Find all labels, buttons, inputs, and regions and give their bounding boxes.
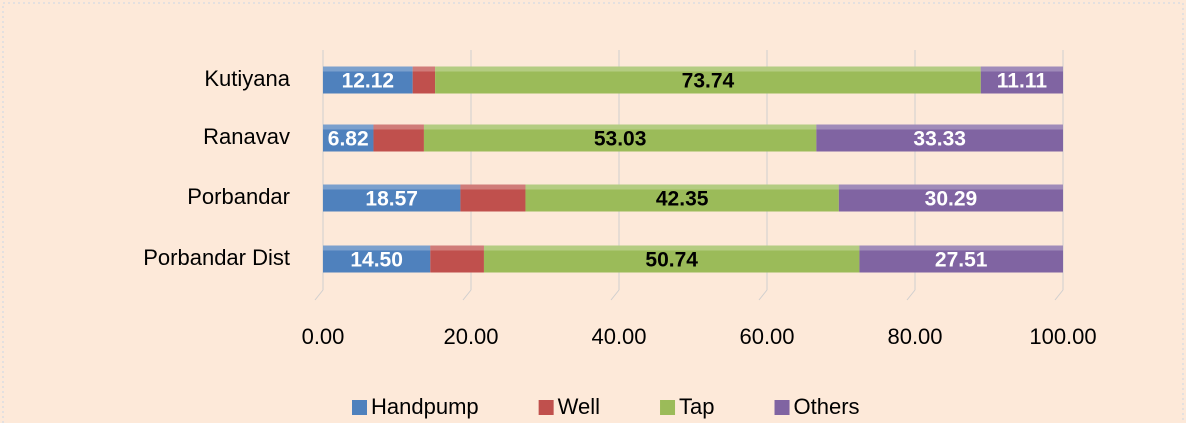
bar-segment	[435, 66, 981, 94]
bar-segment	[323, 184, 461, 212]
x-tick-label: 40.00	[591, 324, 646, 349]
bar-segment	[460, 184, 526, 212]
legend-swatch	[774, 400, 790, 415]
value-label: 73.74	[682, 70, 735, 93]
value-label: 27.51	[935, 249, 988, 272]
bars	[323, 66, 1063, 273]
x-tick-label: 80.00	[887, 324, 942, 349]
bar-shine	[483, 245, 860, 251]
value-label: 11.11	[997, 70, 1048, 93]
bar-shine	[323, 124, 374, 130]
bar-shine	[323, 66, 413, 72]
bar-shine	[816, 124, 1063, 130]
value-label: 6.82	[328, 128, 369, 151]
legend-swatch	[538, 400, 554, 415]
value-label: 18.57	[365, 188, 418, 211]
bar-segment	[412, 66, 436, 94]
x-tick-label: 0.00	[302, 324, 345, 349]
legend-label: Others	[794, 394, 860, 419]
value-label: 33.33	[913, 128, 966, 151]
legend-swatch	[660, 400, 676, 415]
x-tick-label: 20.00	[443, 324, 498, 349]
category-label: Kutiyana	[204, 66, 290, 91]
grid-depth	[314, 289, 324, 301]
value-label: 12.12	[342, 70, 395, 93]
bar-segment	[323, 66, 413, 94]
grid-depth	[610, 289, 620, 301]
value-label: 53.03	[594, 128, 647, 151]
x-tick-label: 100.00	[1029, 324, 1096, 349]
value-label: 30.29	[925, 188, 978, 211]
bar-segment	[430, 245, 484, 273]
value-label: 50.74	[645, 249, 698, 272]
bar-shine	[838, 184, 1063, 190]
legend-label: Tap	[679, 394, 714, 419]
bar-shine	[980, 66, 1063, 72]
bar-segment	[838, 184, 1063, 212]
value-label: 42.35	[656, 188, 709, 211]
legend-label: Well	[558, 394, 600, 419]
x-tick-label: 60.00	[739, 324, 794, 349]
grid-depth	[462, 289, 472, 301]
bar-shine	[323, 184, 461, 190]
bar-segment	[816, 124, 1063, 152]
category-label: Ranavav	[203, 124, 290, 149]
bar-segment	[483, 245, 860, 273]
legend-label: Handpump	[371, 394, 479, 419]
bar-shine	[430, 245, 484, 251]
bar-segment	[980, 66, 1063, 94]
labels: 12.12 73.74 11.11 6.82 53.03 33.33 18.57 42.35 3…	[328, 70, 1048, 272]
grid-depth	[906, 289, 916, 301]
bar-shine	[373, 124, 424, 130]
value-label: 14.50	[350, 249, 403, 272]
legend-swatch	[352, 400, 367, 415]
bar-segment	[859, 245, 1063, 273]
grid-depth	[758, 289, 768, 301]
bar-segment	[423, 124, 817, 152]
bar-shine	[412, 66, 436, 72]
bar-shine	[423, 124, 817, 130]
bar-segment	[373, 124, 424, 152]
category-label: Porbandar Dist	[143, 245, 290, 270]
grid-depth	[1054, 289, 1064, 301]
bar-shine	[323, 245, 431, 251]
bar-shine	[460, 184, 526, 190]
bar-shine	[435, 66, 981, 72]
bar-shine	[525, 184, 839, 190]
bar-segment	[323, 124, 374, 152]
bar-segment	[525, 184, 839, 212]
bar-segment	[323, 245, 431, 273]
bar-shine	[859, 245, 1063, 251]
category-label: Porbandar	[187, 184, 290, 209]
